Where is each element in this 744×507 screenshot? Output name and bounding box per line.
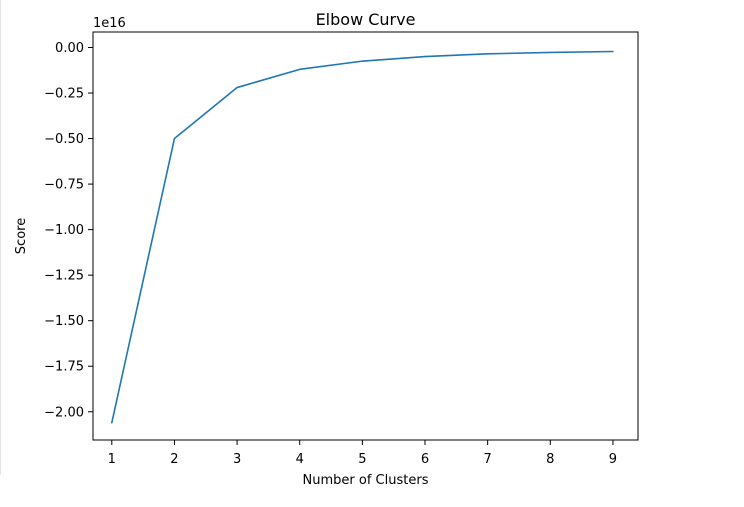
y-tick-label: −1.25: [44, 269, 84, 284]
y-tick-label: −0.50: [44, 132, 84, 147]
axes-frame: [92, 31, 639, 441]
y-tick-label: −0.75: [44, 178, 84, 193]
x-tick-label: 4: [296, 452, 304, 467]
y-axis-ticks: 0.00 −0.25 −0.50 −0.75 −1.00 −1.25 −1.50 −1.75 −…: [44, 41, 93, 420]
y-tick-label: −1.00: [44, 223, 84, 238]
y-axis-offset-label: 1e16: [93, 16, 126, 31]
x-tick-label: 6: [421, 452, 429, 467]
x-tick-label: 9: [609, 452, 617, 467]
x-tick-label: 7: [484, 452, 492, 467]
y-tick-label: −2.00: [44, 405, 84, 420]
x-tick-label: 3: [233, 452, 241, 467]
y-tick-label: −0.25: [44, 87, 84, 102]
series-line-score: [110, 50, 614, 424]
x-axis-ticks: 1 2 3 4 5 6 7 8 9: [108, 440, 617, 467]
frame-edge: [0, 0, 1, 475]
y-axis-label: Score: [14, 218, 29, 254]
y-tick-label: −1.75: [44, 360, 84, 375]
x-axis-label: Number of Clusters: [303, 473, 429, 488]
x-tick-label: 8: [546, 452, 554, 467]
x-tick-label: 5: [358, 452, 366, 467]
y-tick-label: 0.00: [55, 41, 84, 56]
x-tick-label: 1: [108, 452, 116, 467]
chart-title: Elbow Curve: [316, 10, 416, 29]
x-tick-label: 2: [170, 452, 178, 467]
y-tick-label: −1.50: [44, 314, 84, 329]
